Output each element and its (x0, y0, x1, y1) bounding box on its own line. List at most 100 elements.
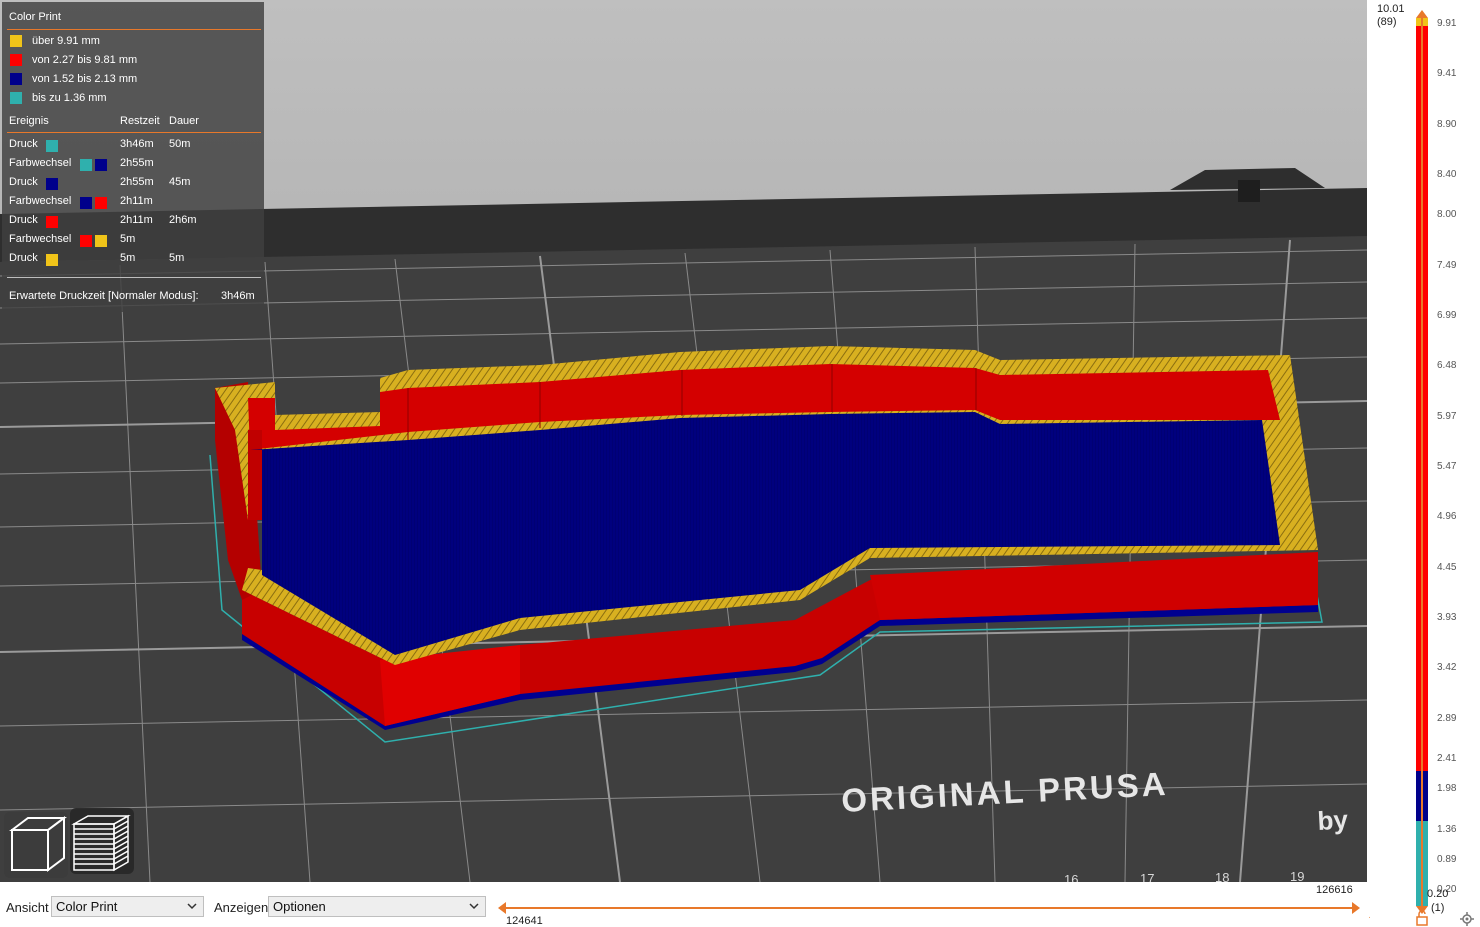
blue-swatch (10, 73, 22, 85)
legend-color-label: von 2.27 bis 9.81 mm (32, 54, 138, 66)
event-name: Farbwechsel (9, 233, 72, 245)
vslider-tick: 0.20 (1437, 884, 1457, 895)
vslider-tick: 9.41 (1437, 68, 1457, 79)
bed-number: 16 (1064, 872, 1078, 882)
vslider-tick: 1.98 (1437, 783, 1457, 794)
event-row: Druck 5m 5m (9, 250, 259, 267)
event-duration: 50m (169, 138, 191, 150)
event-remaining: 2h55m (120, 157, 154, 169)
skirt-outline (209, 454, 1323, 743)
view-mode-select[interactable]: Color Print (51, 896, 204, 917)
horizontal-move-slider[interactable] (498, 900, 1360, 916)
cube-icon (9, 816, 67, 872)
teal-swatch (10, 92, 22, 104)
vslider-tick: 6.48 (1437, 360, 1457, 371)
show-options-value: Optionen (273, 899, 326, 914)
chevron-down-icon (469, 903, 479, 910)
legend-divider (7, 132, 261, 133)
blue-swatch (95, 159, 107, 172)
print-preview-scene[interactable]: ORIGINAL PRUSA by 16 17 18 19 (0, 0, 1367, 882)
hslider-right-value: 126616 (1316, 884, 1353, 896)
event-remaining: 5m (120, 233, 136, 245)
teal-swatch (80, 159, 92, 172)
event-remaining: 3h46m (120, 138, 154, 150)
legend-divider (7, 277, 261, 278)
vslider-tick: 4.45 (1437, 562, 1457, 573)
vslider-tick: 8.90 (1437, 119, 1457, 130)
yellow-swatch (10, 35, 22, 47)
hslider-right-thumb[interactable] (1352, 902, 1360, 914)
vslider-top-readout: 10.01 (89) (1377, 3, 1405, 29)
vslider-bottom-layer: (1) (1430, 902, 1445, 914)
vslider-tick: 7.49 (1437, 260, 1457, 271)
vslider-tick: 2.89 (1437, 713, 1457, 724)
vslider-top-thumb[interactable] (1416, 10, 1428, 18)
layer-slider-panel: 10.01 (89) 9.91 9.41 8.90 8.40 8.00 7.49… (1370, 0, 1480, 926)
teal-swatch (46, 140, 58, 153)
bed-by-text: by (1317, 804, 1349, 836)
vslider-tick: 3.42 (1437, 662, 1457, 673)
bed-number: 18 (1215, 870, 1229, 882)
vslider-tick: 6.99 (1437, 310, 1457, 321)
event-row: Farbwechsel 2h55m (9, 155, 259, 172)
event-remaining: 2h55m (120, 176, 154, 188)
event-remaining: 2h11m (120, 214, 153, 226)
event-name: Druck (9, 176, 38, 188)
vslider-tick: 8.40 (1437, 169, 1457, 180)
vslider-bottom-thumb[interactable] (1416, 906, 1428, 914)
bed-number: 19 (1290, 869, 1304, 882)
chevron-down-icon (187, 903, 197, 910)
event-remaining: 5m (120, 252, 136, 264)
blue-swatch (80, 197, 92, 210)
layers-icon (71, 814, 131, 872)
event-remaining: 2h11m (120, 195, 153, 207)
show-label: Anzeigen (214, 900, 269, 915)
event-name: Druck (9, 214, 38, 226)
inner-wall-steps (407, 364, 977, 440)
vslider-bottom-value: 0.20 (1427, 888, 1449, 900)
event-row: Druck 2h11m 2h6m (9, 212, 259, 229)
legend-color-label: bis zu 1.36 mm (32, 92, 107, 104)
vslider-tick: 9.91 (1437, 18, 1457, 29)
bed-grid-numbers: 16 17 18 19 (1064, 869, 1304, 882)
blue-infill-surface (250, 412, 1280, 655)
bed-rear-pin (1238, 180, 1260, 202)
layers-view-button[interactable] (70, 808, 134, 874)
event-name: Druck (9, 252, 38, 264)
bed-rear-bump (1170, 168, 1325, 190)
event-duration: 2h6m (169, 214, 197, 226)
event-name: Druck (9, 138, 38, 150)
event-duration: 5m (169, 252, 185, 264)
event-row: Farbwechsel 2h11m (9, 193, 259, 210)
estimated-print-time: Erwartete Druckzeit [Normaler Modus]: 3h… (9, 290, 255, 302)
red-swatch (80, 235, 92, 248)
hslider-left-thumb[interactable] (498, 902, 506, 914)
column-header-duration: Dauer (169, 115, 199, 127)
blue-swatch (46, 178, 58, 191)
red-inner-back-wall (248, 364, 1280, 450)
hslider-left-value: 124641 (506, 915, 543, 927)
red-swatch (10, 54, 22, 66)
yellow-swatch (46, 254, 58, 267)
color-print-legend: Color Print über 9.91 mm von 2.27 bis 9.… (2, 2, 264, 312)
view-label: Ansicht (6, 900, 49, 915)
3d-viewport[interactable]: ORIGINAL PRUSA by 16 17 18 19 Color Prin… (0, 0, 1367, 882)
gear-icon[interactable] (1460, 912, 1474, 926)
3d-view-button[interactable] (4, 812, 68, 878)
red-swatch (46, 216, 58, 229)
lock-icon[interactable] (1415, 910, 1429, 926)
event-name: Farbwechsel (9, 157, 72, 169)
event-row: Druck 2h55m 45m (9, 174, 259, 191)
show-options-select[interactable]: Optionen (268, 896, 486, 917)
column-header-remaining: Restzeit (120, 115, 160, 127)
bottom-toolbar: Ansicht Color Print Anzeigen Optionen 12… (0, 882, 1383, 927)
red-right-wall (870, 552, 1318, 620)
vslider-tick: 1.36 (1437, 824, 1457, 835)
vslider-tick: 0.89 (1437, 854, 1457, 865)
vslider-tick: 5.47 (1437, 461, 1457, 472)
vertical-layer-slider[interactable] (1416, 10, 1428, 914)
estimated-print-time-value: 3h46m (221, 290, 255, 302)
event-name: Farbwechsel (9, 195, 72, 207)
vslider-top-layer: (89) (1377, 16, 1397, 28)
legend-color-label: über 9.91 mm (32, 35, 100, 47)
